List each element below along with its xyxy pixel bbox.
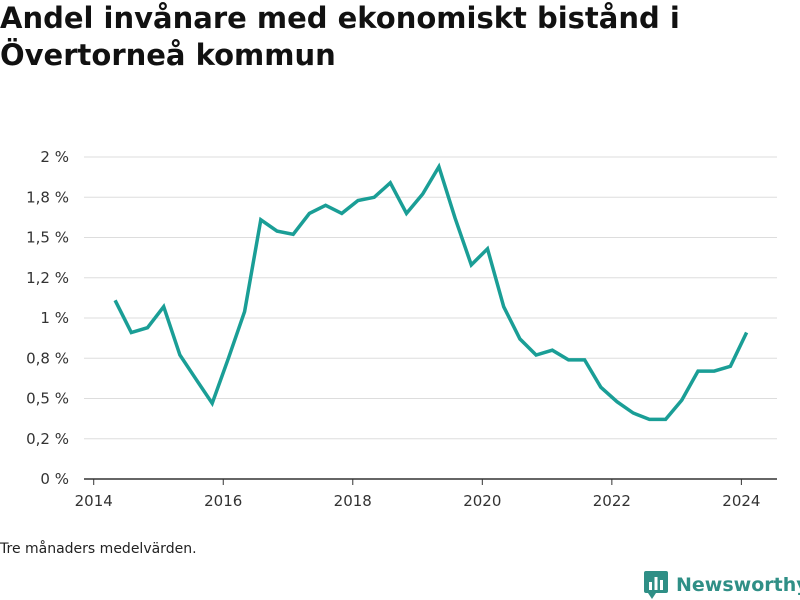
gridlines (84, 156, 777, 440)
y-tick-label: 2 % (40, 148, 69, 166)
brand-name: Newsworthy (676, 574, 800, 596)
y-tick-label: 0 % (40, 470, 69, 488)
brand-logo[interactable]: Newsworthy (644, 570, 800, 600)
y-tick-label: 0,8 % (26, 349, 69, 367)
chart-title: Andel invånare med ekonomiskt bistånd i … (0, 1, 680, 72)
y-axis-ticks: 0 % 0,2 % 0,5 % 0,8 % 1 % 1,2 % 1,5 % 1,8 % 2 % (26, 148, 69, 488)
y-tick-label: 0,5 % (26, 390, 69, 408)
x-tick-label: 2020 (463, 492, 501, 510)
series-line (113, 162, 749, 422)
x-tick-label: 2022 (593, 492, 631, 510)
x-tick-label: 2024 (722, 492, 760, 510)
series-layer (113, 162, 749, 422)
x-tick-label: 2016 (204, 492, 242, 510)
x-tick-label: 2014 (75, 492, 113, 510)
x-axis: 2014 2016 2018 2020 2022 2024 (75, 478, 777, 510)
y-tick-label: 1,8 % (26, 188, 69, 206)
footnote: Tre månaders medelvärden. (0, 541, 197, 557)
y-tick-label: 1,2 % (26, 269, 69, 287)
x-tick-label: 2018 (334, 492, 372, 510)
y-tick-label: 0,2 % (26, 430, 69, 448)
newsworthy-logo-icon (644, 571, 668, 599)
y-tick-label: 1,5 % (26, 229, 69, 247)
y-tick-label: 1 % (40, 309, 69, 327)
